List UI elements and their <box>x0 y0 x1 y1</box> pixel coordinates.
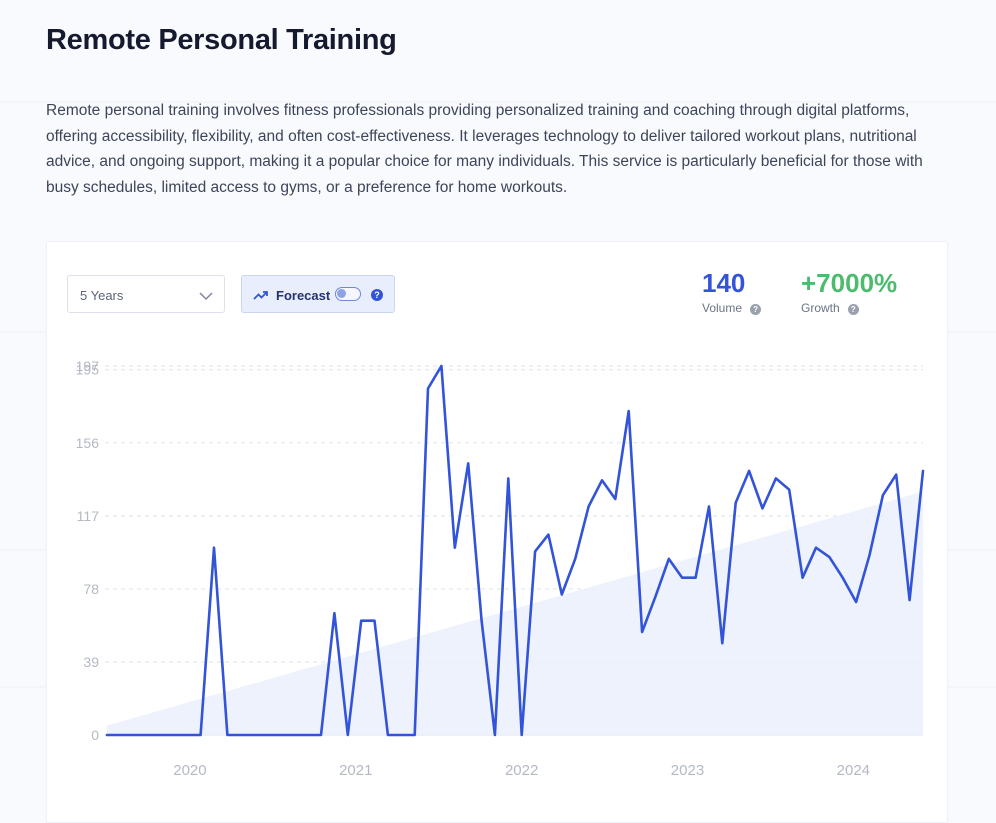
forecast-toggle-button[interactable]: Forecast ? <box>241 275 395 313</box>
forecast-switch[interactable] <box>335 287 361 301</box>
chevron-down-icon <box>199 288 213 306</box>
page-description: Remote personal training involves fitnes… <box>46 102 923 196</box>
growth-metric: +7000% Growth? <box>801 268 897 315</box>
time-range-value: 5 Years <box>80 288 124 303</box>
y-tick-label: 117 <box>77 508 100 524</box>
trend-card: 0 39 78 117 156 195 197 2020 2021 2022 2023 2024 5… <box>46 241 948 823</box>
y-tick-label: 197 <box>76 358 100 374</box>
volume-metric: 140 Volume? <box>702 268 762 315</box>
x-axis-labels: 2020 2021 2022 2023 2024 <box>173 762 870 779</box>
volume-help-icon[interactable]: ? <box>750 304 762 315</box>
y-tick-label: 156 <box>76 435 100 451</box>
page-title: Remote Personal Training <box>46 24 397 56</box>
forecast-label: Forecast <box>276 288 331 303</box>
time-range-select[interactable]: 5 Years <box>67 275 225 313</box>
series-line <box>105 364 925 737</box>
growth-value: +7000% <box>801 268 898 298</box>
trending-up-icon <box>253 288 268 306</box>
chart-series <box>105 364 925 737</box>
forecast-help-icon[interactable]: ? <box>371 289 383 301</box>
growth-label: Growth <box>801 301 840 315</box>
volume-value: 140 <box>702 268 746 298</box>
y-tick-label: 195 <box>76 362 100 378</box>
volume-label: Volume <box>702 301 743 315</box>
y-tick-label: 78 <box>83 581 99 597</box>
x-tick-label: 2024 <box>837 762 870 779</box>
x-tick-label: 2021 <box>339 762 372 779</box>
y-tick-label: 39 <box>83 654 99 670</box>
x-tick-label: 2020 <box>173 762 206 779</box>
x-tick-label: 2023 <box>671 762 704 779</box>
x-tick-label: 2022 <box>505 762 538 779</box>
growth-help-icon[interactable]: ? <box>847 304 859 315</box>
y-tick-label: 0 <box>91 727 99 743</box>
